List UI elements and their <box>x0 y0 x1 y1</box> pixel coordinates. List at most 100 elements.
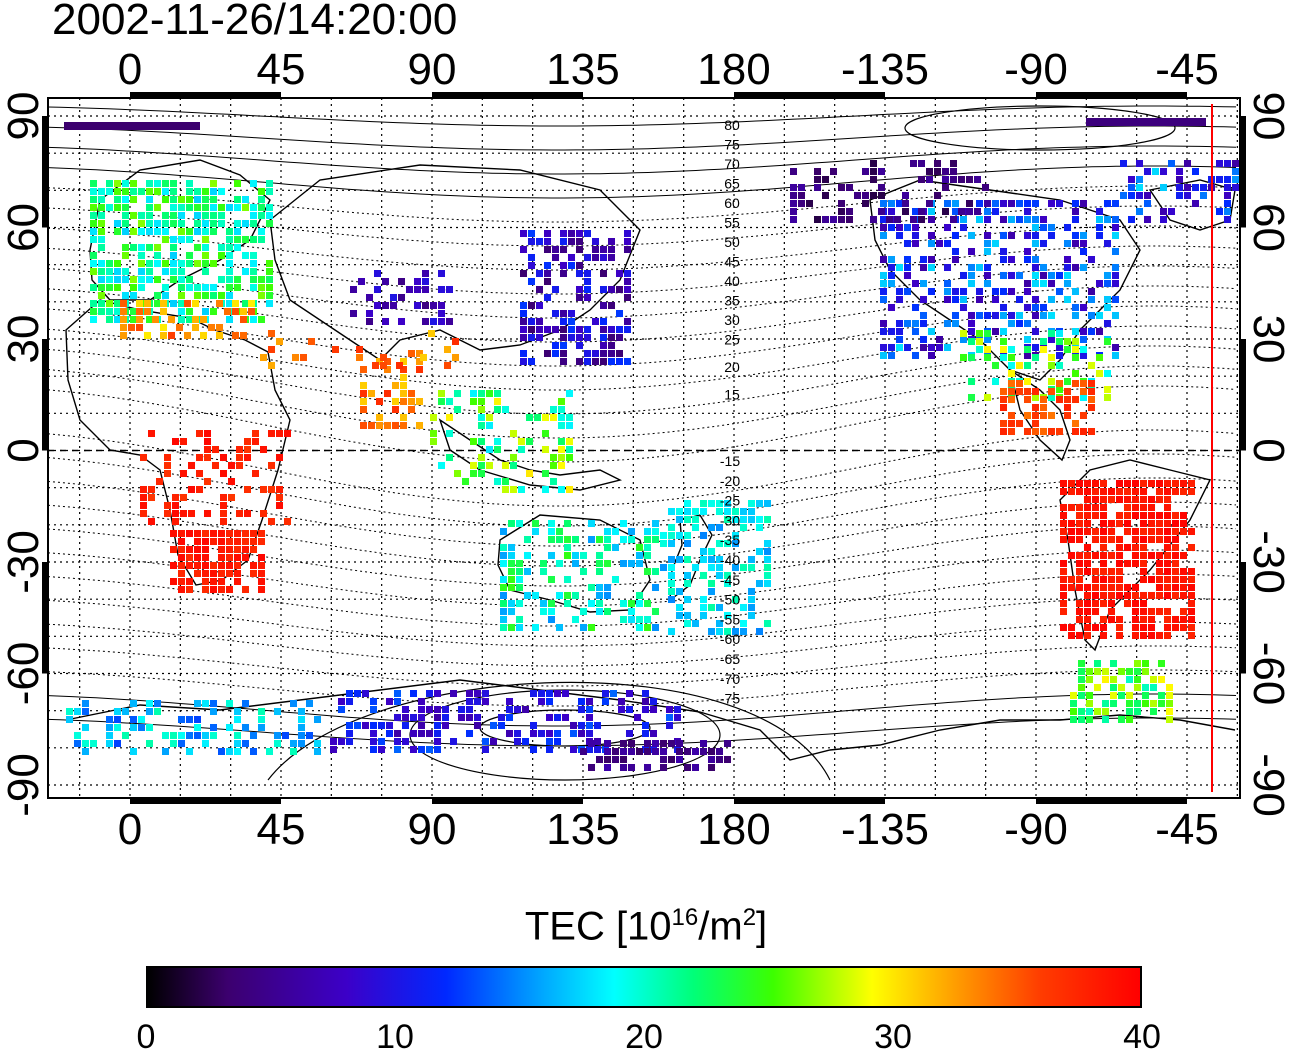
tec-data-point <box>178 570 185 577</box>
tec-data-point <box>1092 512 1099 519</box>
tec-data-point <box>748 612 755 619</box>
tec-data-point <box>918 176 925 183</box>
tec-data-point <box>528 318 535 325</box>
tec-data-point <box>560 270 567 277</box>
tec-data-point <box>1176 168 1183 175</box>
tec-data-point <box>1100 616 1107 623</box>
tec-data-point <box>1132 592 1139 599</box>
tec-data-point <box>268 518 275 525</box>
tec-data-point <box>1084 592 1091 599</box>
tec-data-point <box>684 748 691 755</box>
tec-data-point <box>952 296 959 303</box>
tec-data-point <box>952 320 959 327</box>
tec-data-point <box>466 730 473 737</box>
tec-data-point <box>532 624 539 631</box>
tec-data-point <box>146 204 153 211</box>
tec-data-point <box>652 568 659 575</box>
tec-data-point <box>716 508 723 515</box>
tec-data-point <box>968 312 975 319</box>
tec-data-point <box>600 270 607 277</box>
tec-data-point <box>350 310 357 317</box>
tec-data-point <box>1060 608 1067 615</box>
tec-data-point <box>1068 536 1075 543</box>
tec-data-point <box>1024 352 1031 359</box>
tec-data-point <box>1064 404 1071 411</box>
tec-data-point <box>1112 352 1119 359</box>
tec-data-point <box>1104 304 1111 311</box>
tec-data-point <box>1156 552 1163 559</box>
tec-data-point <box>1134 708 1141 715</box>
tec-data-point <box>300 354 307 361</box>
tec-data-point <box>1084 616 1091 623</box>
tec-data-point <box>942 168 949 175</box>
tec-data-point <box>66 708 73 715</box>
tec-data-point <box>1156 584 1163 591</box>
tec-data-point <box>1116 520 1123 527</box>
tec-data-point <box>236 446 243 453</box>
tec-data-point <box>952 208 959 215</box>
tec-data-point <box>220 454 227 461</box>
tec-data-point <box>370 738 377 745</box>
tec-data-point <box>218 212 225 219</box>
tec-data-point <box>740 564 747 571</box>
tec-data-point <box>430 318 437 325</box>
tec-data-point <box>724 540 731 547</box>
tec-data-point <box>384 366 391 373</box>
tec-data-point <box>418 698 425 705</box>
tec-data-point <box>1128 184 1135 191</box>
bottom-tick-label: -135 <box>841 805 929 854</box>
tec-data-point <box>1164 624 1171 631</box>
tec-data-point <box>572 592 579 599</box>
tec-data-point <box>276 430 283 437</box>
tec-data-point <box>406 286 413 293</box>
tec-data-point <box>210 284 217 291</box>
bottom-tick-label: 180 <box>697 805 770 854</box>
tec-data-point <box>576 286 583 293</box>
tec-data-point <box>508 560 515 567</box>
tec-data-point <box>1172 480 1179 487</box>
tec-data-point <box>170 260 177 267</box>
tec-data-point <box>180 438 187 445</box>
tec-data-point <box>226 228 233 235</box>
tec-data-point <box>442 722 449 729</box>
tec-data-point <box>346 690 353 697</box>
tec-data-point <box>234 740 241 747</box>
tec-data-point <box>1156 488 1163 495</box>
tec-data-point <box>920 296 927 303</box>
tec-data-point <box>298 716 305 723</box>
tec-data-point <box>106 308 113 315</box>
tec-data-point <box>1064 224 1071 231</box>
tec-data-point <box>1048 296 1055 303</box>
tec-data-point <box>154 244 161 251</box>
tec-data-point <box>1140 480 1147 487</box>
tec-data-point <box>1088 362 1095 369</box>
tec-data-point <box>684 500 691 507</box>
contour-label: -45 <box>720 572 740 588</box>
tec-data-point <box>596 584 603 591</box>
left-tick-label: 0 <box>0 438 48 462</box>
tec-data-point <box>628 600 635 607</box>
tec-data-point <box>674 706 681 713</box>
tec-data-point <box>1016 312 1023 319</box>
tec-data-point <box>1040 280 1047 287</box>
tec-data-point <box>1040 272 1047 279</box>
tec-data-point <box>592 246 599 253</box>
tec-data-point <box>216 324 223 331</box>
tec-data-point <box>554 714 561 721</box>
top-axis-ticks: 0 45 90 135 180 -135 -90 -45 <box>118 45 1219 94</box>
tec-data-point <box>1072 216 1079 223</box>
tec-data-point <box>534 414 541 421</box>
tec-data-point <box>508 576 515 583</box>
tec-data-point <box>624 318 631 325</box>
tec-data-point <box>1000 396 1007 403</box>
tec-data-point <box>1132 496 1139 503</box>
tec-data-point <box>560 358 567 365</box>
tec-data-point <box>992 200 999 207</box>
tec-data-point <box>1056 338 1063 345</box>
tec-data-point <box>1080 394 1087 401</box>
tec-data-point <box>1126 676 1133 683</box>
tec-data-point <box>516 560 523 567</box>
tec-data-point <box>1008 346 1015 353</box>
tec-data-point <box>486 446 493 453</box>
tec-data-point <box>114 220 121 227</box>
